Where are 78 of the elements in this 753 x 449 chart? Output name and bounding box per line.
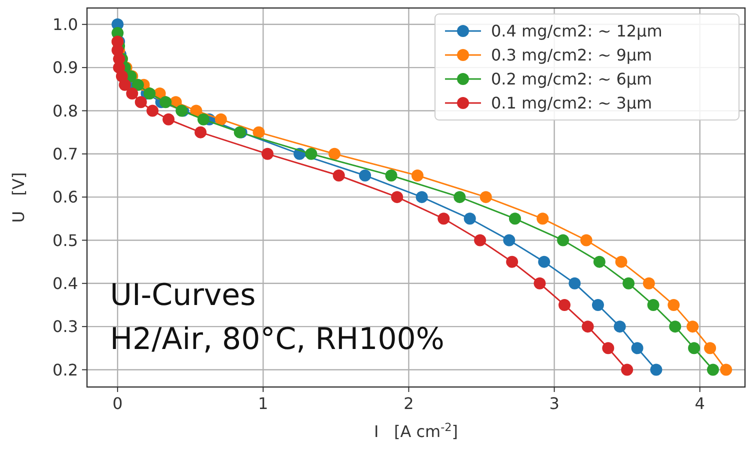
x-axis-title: I [A cm$^{-2}$] xyxy=(374,420,458,441)
legend-label: 0.4 mg/cm2: ~ 12µm xyxy=(491,22,662,41)
point xyxy=(593,256,606,268)
point xyxy=(144,87,156,100)
legend-label: 0.2 mg/cm2: ~ 6µm xyxy=(491,70,652,89)
y-tick-label: 0.3 xyxy=(52,317,78,336)
point xyxy=(631,342,644,354)
point xyxy=(503,234,516,246)
x-tick-label: 2 xyxy=(404,394,414,413)
point xyxy=(385,169,398,182)
y-tick-label: 0.9 xyxy=(52,58,78,78)
point xyxy=(557,234,570,246)
point xyxy=(621,364,634,376)
point xyxy=(252,126,265,138)
y-tick-label: 0.4 xyxy=(52,274,78,293)
point xyxy=(582,320,594,333)
point xyxy=(190,104,202,117)
point xyxy=(686,320,699,333)
y-tick-label: 0.6 xyxy=(52,188,78,207)
point xyxy=(416,191,428,204)
point xyxy=(194,126,207,138)
y-tick-label: 0.8 xyxy=(52,101,78,120)
point xyxy=(332,169,345,182)
point xyxy=(480,191,492,204)
x-tick-label: 4 xyxy=(694,394,705,413)
legend-label: 0.1 mg/cm2: ~ 3µm xyxy=(491,94,652,113)
point xyxy=(568,277,581,290)
point xyxy=(706,364,719,376)
point xyxy=(622,277,635,290)
point xyxy=(506,256,518,268)
point xyxy=(720,364,732,376)
point xyxy=(160,96,172,108)
y-tick-label: 0.7 xyxy=(52,144,78,164)
y-tick-label: 1.0 xyxy=(52,15,78,34)
point xyxy=(262,148,274,160)
point xyxy=(126,87,138,100)
x-tick-label: 0 xyxy=(112,394,123,413)
point xyxy=(668,298,680,311)
point xyxy=(162,113,175,126)
point xyxy=(534,277,546,290)
point xyxy=(602,342,614,354)
y-tick-label: 0.2 xyxy=(52,360,78,380)
point xyxy=(391,191,404,204)
point xyxy=(438,212,450,225)
point xyxy=(214,113,227,126)
point xyxy=(411,169,424,182)
point xyxy=(474,234,486,246)
point xyxy=(132,78,144,91)
point xyxy=(642,277,655,290)
point xyxy=(146,104,159,117)
x-tick-label: 1 xyxy=(258,394,268,413)
point xyxy=(592,298,604,311)
point xyxy=(305,148,318,160)
point xyxy=(464,212,476,225)
point xyxy=(328,148,340,160)
point xyxy=(669,320,682,333)
point xyxy=(359,169,372,182)
y-tick-label: 0.5 xyxy=(52,230,78,250)
x-tick-label: 3 xyxy=(549,394,560,413)
annotation: UI-Curves xyxy=(110,278,256,313)
point xyxy=(197,113,210,126)
point xyxy=(614,320,626,333)
y-axis-title: U [V] xyxy=(9,172,28,223)
point xyxy=(454,191,466,204)
legend-label: 0.3 mg/cm2: ~ 9µm xyxy=(491,46,652,65)
point xyxy=(508,212,521,225)
point xyxy=(558,298,570,311)
point xyxy=(704,342,716,354)
point xyxy=(688,342,700,354)
point xyxy=(580,234,592,246)
point xyxy=(615,256,628,268)
point xyxy=(134,96,147,108)
point xyxy=(650,364,662,376)
point xyxy=(118,78,131,91)
point xyxy=(536,212,549,225)
point xyxy=(538,256,550,268)
annotation: H2/Air, 80°C, RH100% xyxy=(110,322,444,357)
point xyxy=(647,298,660,311)
